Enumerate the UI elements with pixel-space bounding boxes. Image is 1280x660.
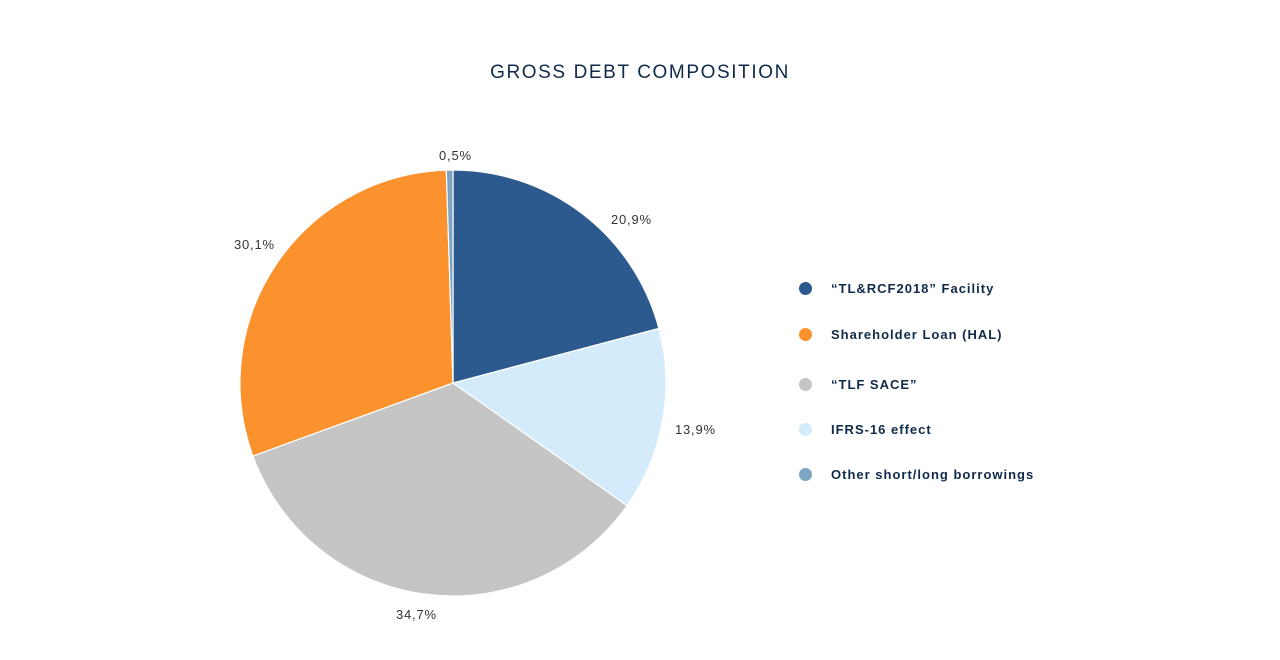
legend-item-ifrs-16-effect: IFRS-16 effect [799,419,932,439]
pie-slice-tl-rcf2018-facility [452,169,660,384]
legend-item-other-short-long-borrowings: Other short/long borrowings [799,464,1034,484]
legend-marker [799,281,812,295]
data-label-tl-rcf2018-facility: 20,9% [611,212,652,227]
legend-item-tlf-sace: “TLF SACE” [799,374,918,394]
pie-slice-other-short-long-borrowings [445,169,454,384]
legend-label: Other short/long borrowings [831,466,1035,482]
data-label-other-short-long-borrowings: 0,5% [439,148,472,163]
pie-slice-shareholder-loan-hal [239,169,454,457]
legend-marker [799,422,812,436]
legend-marker [799,327,812,341]
data-label-shareholder-loan-hal: 30,1% [234,237,275,252]
pie-slice-tlf-sace [252,382,628,597]
data-label-tlf-sace: 34,7% [396,607,437,622]
legend-label: “TL&RCF2018” Facility [831,280,995,296]
legend-label: “TLF SACE” [831,376,918,392]
chart-title: GROSS DEBT COMPOSITION [490,62,790,83]
legend-label: IFRS-16 effect [831,421,932,437]
pie-slice-ifrs-16-effect [451,327,667,507]
legend-item-shareholder-loan-hal: Shareholder Loan (HAL) [799,324,1003,344]
data-label-ifrs-16-effect: 13,9% [675,422,716,437]
legend-marker [799,377,812,391]
legend-label: Shareholder Loan (HAL) [831,326,1003,342]
legend-item-tl-rcf2018-facility: “TL&RCF2018” Facility [799,278,994,298]
legend-marker [799,467,812,481]
